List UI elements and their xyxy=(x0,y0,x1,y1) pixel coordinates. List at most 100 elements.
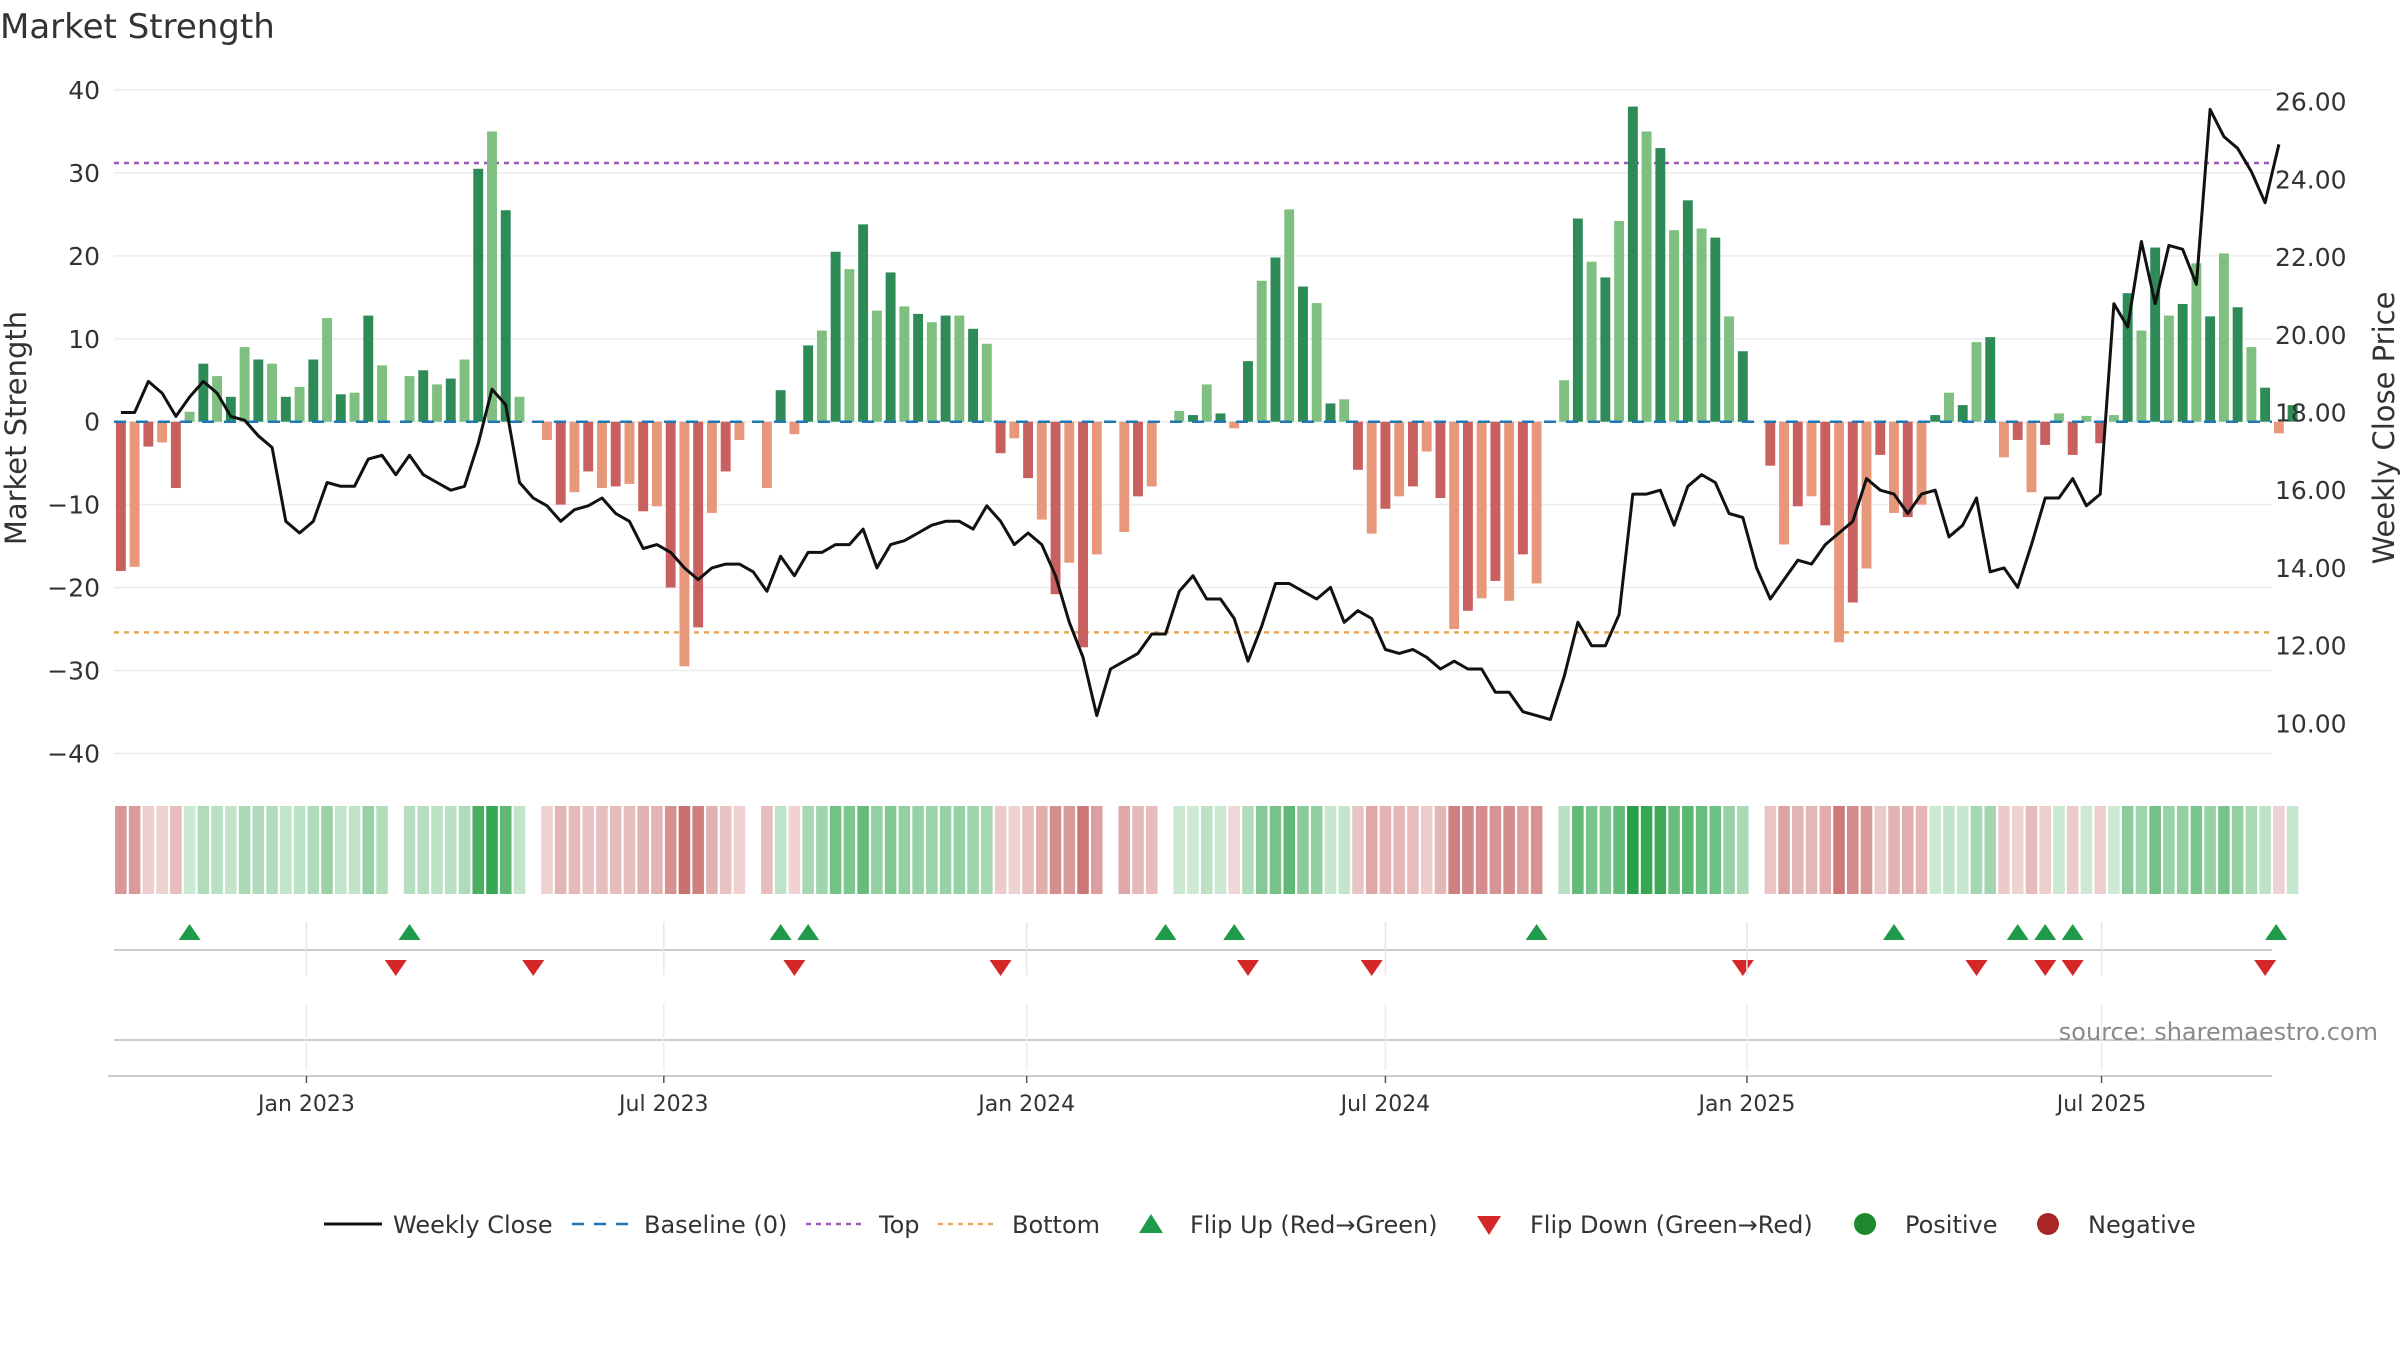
heat-cell xyxy=(1956,806,1969,894)
heat-cell xyxy=(1668,806,1680,894)
heat-cell xyxy=(1393,806,1405,894)
strength-bar xyxy=(404,376,415,422)
flip-up-marker xyxy=(398,924,421,940)
heat-cell xyxy=(2094,806,2106,894)
heat-cell xyxy=(1682,806,1694,894)
heat-cell xyxy=(197,806,210,894)
x-tick-label: Jan 2025 xyxy=(1696,1092,1795,1117)
strength-bar xyxy=(665,421,676,588)
strength-bar xyxy=(583,421,594,472)
strength-bar xyxy=(500,210,511,422)
heat-cell xyxy=(2080,806,2093,894)
heat-cell xyxy=(953,806,966,894)
heat-cell xyxy=(706,806,718,894)
heat-cell xyxy=(1214,806,1227,894)
heat-cell xyxy=(788,806,801,894)
heat-cell xyxy=(1434,806,1447,894)
heat-cell xyxy=(1901,806,1914,894)
strength-bar xyxy=(1435,421,1446,498)
strength-bar xyxy=(418,370,429,422)
flip-down-marker xyxy=(1236,960,1259,976)
heat-cell xyxy=(1778,806,1790,894)
strength-bar xyxy=(1201,384,1212,422)
strength-bar xyxy=(830,251,841,422)
heat-cell xyxy=(2176,806,2189,894)
heat-cell xyxy=(1118,806,1131,894)
heat-cell xyxy=(939,806,952,894)
strength-heat-strip xyxy=(115,806,2299,894)
strength-bar xyxy=(1682,200,1693,422)
strength-bar xyxy=(1311,303,1322,422)
heat-cell xyxy=(1970,806,1983,894)
heat-cell xyxy=(1640,806,1653,894)
strength-bar xyxy=(1669,230,1680,422)
heat-cell xyxy=(1929,806,1942,894)
weekly-close-line xyxy=(120,107,2281,721)
heat-cell xyxy=(293,806,306,894)
heat-cell xyxy=(1530,806,1543,894)
heat-cell xyxy=(1874,806,1887,894)
left-tick-label: 0 xyxy=(84,408,100,437)
heat-cell xyxy=(1049,806,1062,894)
right-tick-label: 14.00 xyxy=(2275,554,2347,583)
strength-bar xyxy=(322,318,332,422)
strength-bar xyxy=(1820,421,1831,526)
flip-up-marker xyxy=(769,924,792,940)
heat-cell xyxy=(128,806,141,894)
strength-bar xyxy=(1023,421,1034,479)
strength-bar xyxy=(349,392,360,422)
heat-cell xyxy=(335,806,347,894)
strength-bar xyxy=(638,421,649,512)
left-axis-label: Market Strength xyxy=(0,311,33,545)
heat-cell xyxy=(678,806,691,894)
heat-cell xyxy=(266,806,278,894)
heat-cell xyxy=(1846,806,1859,894)
left-tick-label: 30 xyxy=(68,159,100,188)
flip-up-marker xyxy=(797,924,820,940)
strength-bar xyxy=(1504,421,1515,601)
heat-cell xyxy=(1613,806,1625,894)
heat-cell xyxy=(1036,806,1048,894)
heat-cell xyxy=(1228,806,1241,894)
right-tick-label: 18.00 xyxy=(2275,399,2347,428)
heat-cell xyxy=(637,806,649,894)
strength-bar xyxy=(1531,421,1542,584)
heat-cell xyxy=(142,806,155,894)
legend-swatch-negative xyxy=(2037,1213,2059,1235)
heat-cell xyxy=(2286,806,2299,894)
flip-up-marker xyxy=(1154,924,1177,940)
left-tick-label: −40 xyxy=(47,739,100,768)
heat-cell xyxy=(2149,806,2161,894)
strength-bar xyxy=(597,421,607,489)
strength-bar xyxy=(1174,410,1185,422)
heat-cell xyxy=(898,806,911,894)
strength-bar xyxy=(239,347,250,422)
strength-bar xyxy=(143,421,154,447)
x-tick-label: Jul 2024 xyxy=(1339,1092,1431,1117)
flip-down-marker xyxy=(384,960,407,976)
chart-title: Market Strength xyxy=(0,7,275,47)
heat-cell xyxy=(499,806,512,894)
right-axis-ticks: 26.00 24.00 22.00 20.00 18.00 16.00 14.00 12.00… xyxy=(2275,88,2347,739)
legend-label-negative: Negative xyxy=(2088,1211,2196,1239)
strength-bar xyxy=(954,315,965,422)
strength-bar xyxy=(1339,399,1350,422)
strength-bar xyxy=(1875,421,1886,455)
legend-label-positive: Positive xyxy=(1905,1211,1998,1239)
heat-cell xyxy=(774,806,787,894)
heat-cell xyxy=(156,806,168,894)
strength-bar xyxy=(2260,387,2271,422)
heat-cell xyxy=(403,806,416,894)
strength-bar xyxy=(871,310,882,422)
left-tick-label: −30 xyxy=(47,656,100,685)
flip-down-marker xyxy=(2034,960,2057,976)
heat-cell xyxy=(1063,806,1076,894)
legend-label-flip-up: Flip Up (Red→Green) xyxy=(1190,1211,1438,1239)
heat-cell xyxy=(1297,806,1309,894)
strength-bar xyxy=(514,396,525,422)
heat-cell xyxy=(1695,806,1708,894)
strength-bar xyxy=(624,421,635,484)
x-tick-label: Jul 2025 xyxy=(2055,1092,2147,1117)
heat-cell xyxy=(431,806,443,894)
strength-bar xyxy=(2108,415,2119,422)
